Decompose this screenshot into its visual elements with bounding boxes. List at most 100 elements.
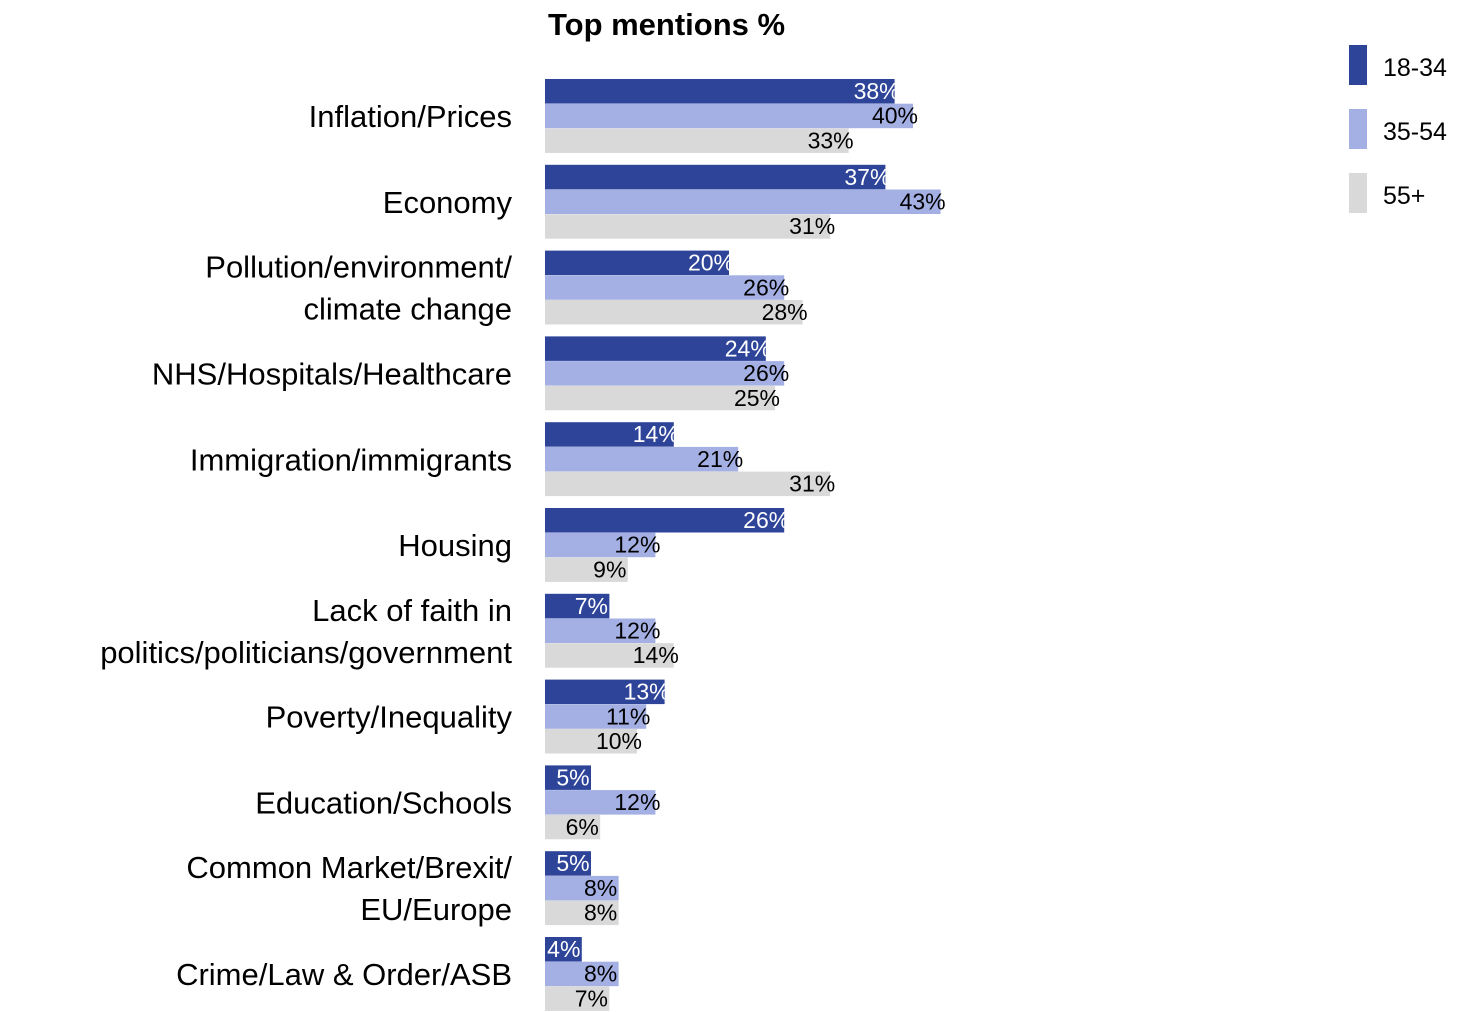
data-label: 38% xyxy=(854,78,900,104)
category-label-line: climate change xyxy=(303,292,512,327)
data-label: 33% xyxy=(808,127,854,153)
category-label: Pollution/environment/climate change xyxy=(205,250,512,327)
category-label-line: politics/politicians/government xyxy=(100,635,512,670)
data-label: 26% xyxy=(743,360,789,386)
category-label-line: Crime/Law & Order/ASB xyxy=(176,957,512,992)
bar-35-54 xyxy=(545,189,941,214)
bar-18-34 xyxy=(545,336,766,361)
category-label-line: Pollution/environment/ xyxy=(205,250,512,285)
category-label: Immigration/immigrants xyxy=(190,442,512,477)
data-label: 24% xyxy=(725,335,771,361)
bar-18-34 xyxy=(545,937,582,962)
category-label-line: Common Market/Brexit/ xyxy=(186,850,512,885)
data-label: 28% xyxy=(762,299,808,325)
category-labels: Inflation/Prices Economy Pollution/environ… xyxy=(100,99,512,992)
data-label: 6% xyxy=(566,814,599,840)
data-label: 12% xyxy=(614,532,660,558)
bar-35-54 xyxy=(545,275,785,300)
legend-label: 35-54 xyxy=(1383,118,1447,146)
data-label: 31% xyxy=(789,471,835,497)
data-label: 8% xyxy=(584,961,617,987)
category-label: Crime/Law & Order/ASB xyxy=(176,957,512,992)
bar-55+ xyxy=(545,214,831,239)
data-label: 12% xyxy=(614,618,660,644)
data-label: 5% xyxy=(556,850,589,876)
data-label: 14% xyxy=(633,642,679,668)
bar-55+ xyxy=(545,557,628,582)
data-label: 8% xyxy=(584,875,617,901)
bar-35-54 xyxy=(545,361,785,386)
legend-swatch xyxy=(1349,173,1367,213)
category-label-line: Immigration/immigrants xyxy=(190,442,512,477)
data-label: 31% xyxy=(789,213,835,239)
category-label-line: Lack of faith in xyxy=(312,593,512,628)
bar-55+ xyxy=(545,900,619,926)
category-label: Education/Schools xyxy=(255,785,512,820)
bar-55+ xyxy=(545,128,849,153)
bar-55+ xyxy=(545,986,610,1011)
category-label-line: NHS/Hospitals/Healthcare xyxy=(152,356,512,391)
category-label-line: Education/Schools xyxy=(255,785,512,820)
data-label: 10% xyxy=(596,728,642,754)
category-label: Poverty/Inequality xyxy=(266,700,513,735)
bar-55+ xyxy=(545,300,803,325)
category-label-line: Poverty/Inequality xyxy=(266,700,513,735)
legend: 18-34 35-54 55+ xyxy=(1349,45,1447,213)
bar-35-54 xyxy=(545,790,656,815)
category-label-line: Economy xyxy=(383,185,513,220)
data-label: 5% xyxy=(556,764,589,790)
category-label: Common Market/Brexit/EU/Europe xyxy=(186,850,512,927)
bar-18-34 xyxy=(545,79,895,104)
bar-55+ xyxy=(545,729,637,754)
category-label: Economy xyxy=(383,185,513,220)
legend-label: 55+ xyxy=(1383,182,1425,210)
data-label: 4% xyxy=(547,936,580,962)
bar-55+ xyxy=(545,643,674,668)
legend-swatch xyxy=(1349,109,1367,149)
legend-swatch xyxy=(1349,45,1367,85)
data-label: 7% xyxy=(575,985,608,1011)
data-label: 12% xyxy=(614,789,660,815)
legend-label: 18-34 xyxy=(1383,54,1447,82)
bar-35-54 xyxy=(545,446,739,472)
bar-35-54 xyxy=(545,704,647,729)
category-label: NHS/Hospitals/Healthcare xyxy=(152,356,512,391)
data-label: 7% xyxy=(575,593,608,619)
bar-18-34 xyxy=(545,851,591,876)
bar-35-54 xyxy=(545,961,619,987)
bar-35-54 xyxy=(545,103,913,129)
bar-35-54 xyxy=(545,532,656,558)
bar-18-34 xyxy=(545,765,591,790)
data-label: 43% xyxy=(900,189,946,215)
data-label: 26% xyxy=(743,274,789,300)
data-label: 13% xyxy=(624,679,670,705)
chart-title: Top mentions % xyxy=(548,7,785,42)
bar-55+ xyxy=(545,814,601,840)
bar-18-34 xyxy=(545,250,729,276)
data-label: 11% xyxy=(606,703,650,729)
category-label: Lack of faith in politics/politicians/gov… xyxy=(100,593,512,670)
data-label: 21% xyxy=(697,446,743,472)
bar-18-34 xyxy=(545,422,674,447)
category-label-line: Inflation/Prices xyxy=(309,99,512,134)
data-label: 40% xyxy=(872,103,918,129)
bar-55+ xyxy=(545,471,831,497)
category-label-line: Housing xyxy=(398,528,512,563)
category-label: Housing xyxy=(398,528,512,563)
bar-35-54 xyxy=(545,875,619,901)
bar-18-34 xyxy=(545,679,665,705)
data-label: 37% xyxy=(844,164,890,190)
category-label-line: EU/Europe xyxy=(360,892,512,927)
bar-55+ xyxy=(545,385,775,411)
bar-35-54 xyxy=(545,618,656,643)
data-label: 20% xyxy=(688,250,734,276)
bar-18-34 xyxy=(545,164,886,190)
bar-18-34 xyxy=(545,593,610,619)
data-label: 26% xyxy=(743,507,789,533)
data-label: 25% xyxy=(734,385,780,411)
data-label: 9% xyxy=(593,556,626,582)
data-label: 14% xyxy=(633,421,679,447)
bar-18-34 xyxy=(545,508,785,533)
data-label: 8% xyxy=(584,900,617,926)
